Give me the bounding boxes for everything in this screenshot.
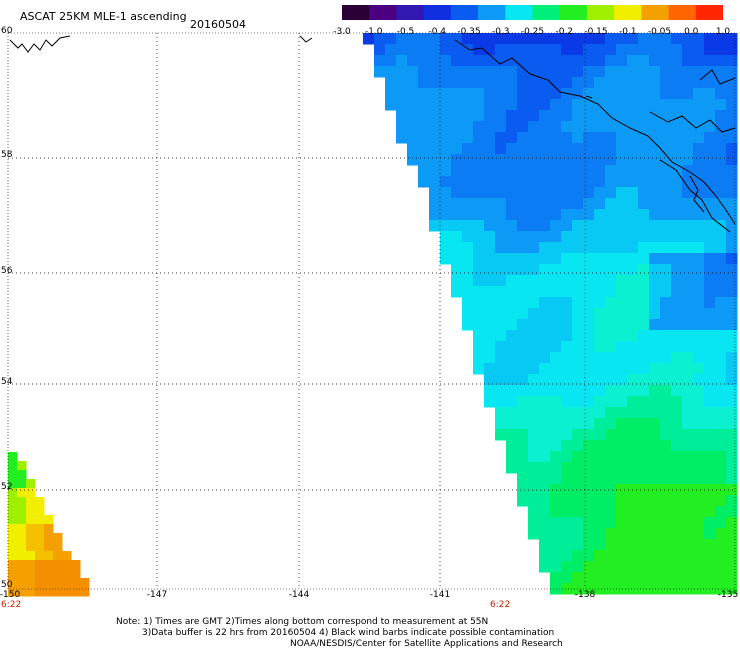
colorbar-tick-label: -1.0: [364, 27, 383, 37]
note-line-1: Note: 1) Times are GMT 2)Times along bot…: [116, 617, 489, 627]
colorbar-swatch: [641, 5, 670, 20]
map-frame: [7, 32, 736, 590]
coastline-segment: [299, 35, 313, 43]
map-gridlines: [8, 33, 735, 589]
colorbar-tick-label: -0.1: [618, 27, 637, 37]
colorbar-tick-label: -0.4: [428, 27, 447, 37]
colorbar-swatch: [559, 5, 588, 20]
lon-label-144: -144: [288, 590, 310, 600]
coastline-segment: [9, 35, 71, 53]
colorbar-tick-label: 1.0: [715, 27, 731, 37]
colorbar: [342, 5, 723, 20]
product-title: ASCAT 25KM MLE-1 ascending: [20, 10, 187, 23]
colorbar-swatch: [614, 5, 642, 20]
colorbar-swatch: [369, 5, 398, 20]
coastline-segment: [585, 95, 593, 99]
colorbar-tick-label: -0.25: [520, 27, 545, 37]
colorbar-swatch: [478, 5, 506, 20]
product-date: 20160504: [190, 18, 246, 31]
lat-label-58: 58: [1, 150, 13, 160]
colorbar-swatch: [695, 5, 723, 20]
colorbar-swatch: [586, 5, 615, 20]
ascat-swath-data: [8, 33, 738, 597]
colorbar-swatch: [668, 5, 697, 20]
time-label-left: 6:22: [1, 600, 22, 610]
colorbar-tick-label: -0.15: [584, 27, 608, 37]
lat-label-52: 52: [1, 482, 13, 492]
lon-label-135: -135: [717, 590, 739, 600]
coastline: [9, 35, 736, 233]
note-line-2: 3)Data buffer is 22 hrs from 20160504 4)…: [142, 628, 555, 638]
coastline-segment: [649, 111, 736, 133]
lon-label-150: -150: [0, 590, 21, 600]
colorbar-tick-label: -0.3: [491, 27, 510, 37]
lat-label-60: 60: [1, 26, 13, 36]
lon-label-138: -138: [574, 590, 596, 600]
colorbar-swatch: [423, 5, 452, 20]
coastline-segment: [454, 39, 736, 225]
colorbar-swatch: [505, 5, 534, 20]
time-label-right: 6:22: [490, 600, 511, 610]
colorbar-swatch: [450, 5, 479, 20]
colorbar-tick-label: -0.5: [396, 27, 415, 37]
lat-label-54: 54: [1, 377, 13, 387]
colorbar-swatch: [532, 5, 561, 20]
lat-label-50: 50: [1, 580, 13, 590]
colorbar-swatch: [396, 5, 425, 20]
lon-label-147: -147: [146, 590, 168, 600]
colorbar-tick-label: -0.05: [647, 27, 672, 37]
colorbar-tick-label: -3.0: [333, 27, 351, 37]
lon-label-141: -141: [429, 590, 451, 600]
colorbar-tick-label: -0.2: [555, 27, 574, 37]
colorbar-tick-label: 0.0: [684, 27, 699, 37]
lat-label-56: 56: [1, 266, 13, 276]
colorbar-swatch: [342, 5, 370, 20]
colorbar-tick-label: -0.35: [457, 27, 481, 37]
coastline-segment: [699, 69, 736, 85]
coastline-segment: [689, 175, 705, 213]
note-line-3: NOAA/NESDIS/Center for Satellite Applica…: [290, 639, 563, 649]
